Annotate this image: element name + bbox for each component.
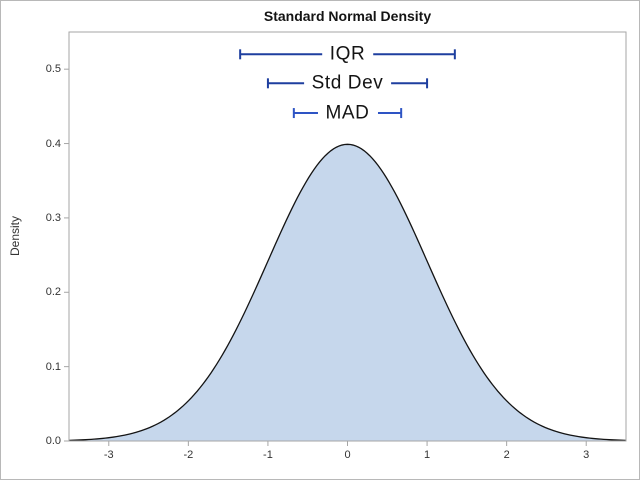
x-tick-label: -3 — [103, 449, 114, 461]
y-tick-label: 0.2 — [45, 286, 61, 299]
x-tick-label: 1 — [424, 449, 431, 461]
x-tick-label: 3 — [583, 449, 590, 461]
density-fill — [69, 144, 626, 441]
chart-title: Standard Normal Density — [263, 8, 432, 24]
x-tick-label: -2 — [183, 449, 194, 461]
y-tick-label: 0.0 — [45, 435, 61, 447]
y-tick-label: 0.4 — [45, 137, 61, 150]
x-tick-label: 0 — [344, 449, 351, 461]
y-tick-label: 0.3 — [45, 211, 61, 224]
y-axis-title: Density — [8, 215, 22, 257]
y-tick-label: 0.1 — [45, 360, 61, 373]
density-curve — [68, 143, 627, 441]
annotation-label-iqr: IQR — [321, 43, 374, 65]
y-tick-label: 0.5 — [45, 63, 61, 76]
x-tick-label: -1 — [263, 449, 273, 461]
annotation-label-stddev: Std Dev — [303, 72, 392, 94]
x-tick-label: 2 — [503, 449, 510, 461]
annotation-label-mad: MAD — [317, 102, 378, 124]
